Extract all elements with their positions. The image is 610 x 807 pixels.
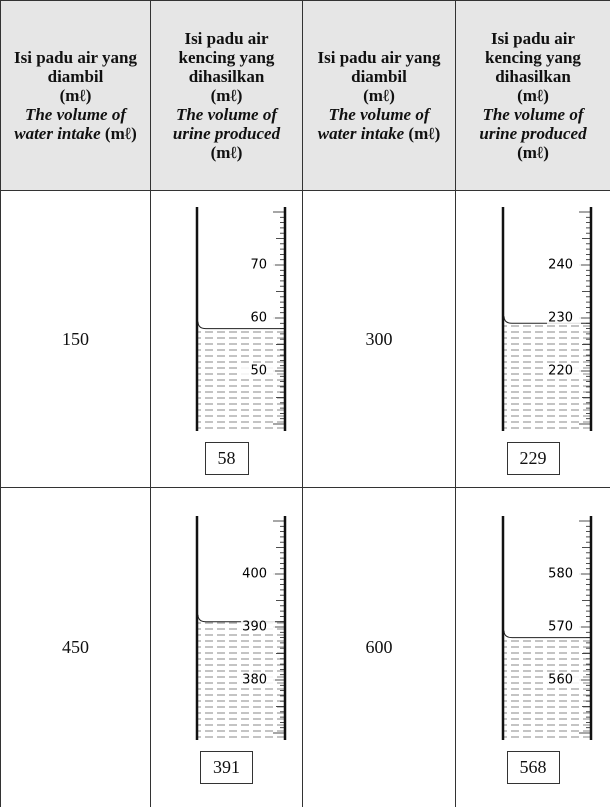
malay-label: Isi padu air kencing yang dihasilkan <box>485 29 581 86</box>
header-cell: Isi padu air yang diambil (mℓ) The volume … <box>302 0 456 191</box>
scale-label: 230 <box>548 311 573 326</box>
cylinder-cell: 400 390 380 391 <box>150 487 303 807</box>
unit: (mℓ) <box>517 143 549 162</box>
malay-label: Isi padu air yang diambil <box>14 48 137 86</box>
reading-box: 58 <box>204 442 249 475</box>
intake-cell: 450 <box>0 487 151 807</box>
unit: (mℓ) <box>517 86 549 105</box>
header-cell: Isi padu air kencing yang dihasilkan (mℓ)… <box>150 0 303 191</box>
reading-box: 229 <box>506 442 560 475</box>
label-bg <box>547 566 581 581</box>
scale-label: 390 <box>242 619 267 634</box>
scale-label: 240 <box>548 258 573 273</box>
malay-label: Isi padu air yang diambil <box>317 48 441 86</box>
liquid <box>503 637 591 740</box>
scale-label: 400 <box>242 566 267 581</box>
label-bg <box>547 672 581 687</box>
measuring-cylinder: 240 230 220 <box>501 207 593 431</box>
body-row: 150 70 60 50 58 300 240 230 220 229 <box>0 190 610 488</box>
scale-label: 560 <box>548 672 573 687</box>
cylinder-cell: 580 570 560 568 <box>455 487 610 807</box>
header-cell: Isi padu air kencing yang dihasilkan (mℓ)… <box>455 0 610 191</box>
english-label: The volume of urine produced <box>479 105 587 143</box>
scale-label: 380 <box>242 672 267 687</box>
liquid <box>197 328 285 431</box>
unit: (mℓ) <box>104 124 137 143</box>
label-bg <box>547 258 581 272</box>
measuring-cylinder: 400 390 380 <box>195 515 287 740</box>
header-row: Isi padu air yang diambil (mℓ) The volume … <box>0 0 610 191</box>
unit: (mℓ) <box>210 86 243 105</box>
scale-label: 60 <box>250 311 267 326</box>
header-cell: Isi padu air yang diambil (mℓ) The volume … <box>0 0 151 191</box>
label-bg <box>241 311 275 325</box>
label-bg <box>241 258 275 272</box>
body-row: 450 400 390 380 391 600 580 570 560 568 <box>0 487 610 807</box>
scale-label: 570 <box>548 619 573 634</box>
english-label: The volume of urine produced <box>172 105 281 143</box>
english-label: The volume of water intake <box>14 105 127 143</box>
label-bg <box>241 566 275 581</box>
scale-label: 50 <box>250 364 267 379</box>
intake-cell: 150 <box>0 190 151 488</box>
label-bg <box>241 672 275 687</box>
scale-label: 70 <box>250 258 267 273</box>
malay-label: Isi padu air kencing yang dihasilkan <box>178 29 275 86</box>
label-bg <box>547 364 581 378</box>
english-label: The volume of water intake <box>317 105 430 143</box>
scale-label: 220 <box>548 364 573 379</box>
unit: (mℓ) <box>210 143 243 162</box>
label-bg <box>547 311 581 325</box>
label-bg <box>241 619 275 634</box>
measuring-cylinder: 70 60 50 <box>195 207 287 431</box>
scale-label: 580 <box>548 566 573 581</box>
cylinder-cell: 240 230 220 229 <box>455 190 610 488</box>
unit: (mℓ) <box>408 124 441 143</box>
intake-cell: 600 <box>302 487 456 807</box>
reading-box: 568 <box>506 750 560 784</box>
label-bg <box>547 619 581 634</box>
reading-box: 391 <box>200 750 253 784</box>
unit: (mℓ) <box>363 86 395 105</box>
intake-cell: 300 <box>302 190 456 488</box>
cylinder-cell: 70 60 50 58 <box>150 190 303 488</box>
label-bg <box>241 364 275 378</box>
unit: (mℓ) <box>59 86 92 105</box>
measuring-cylinder: 580 570 560 <box>501 515 593 740</box>
